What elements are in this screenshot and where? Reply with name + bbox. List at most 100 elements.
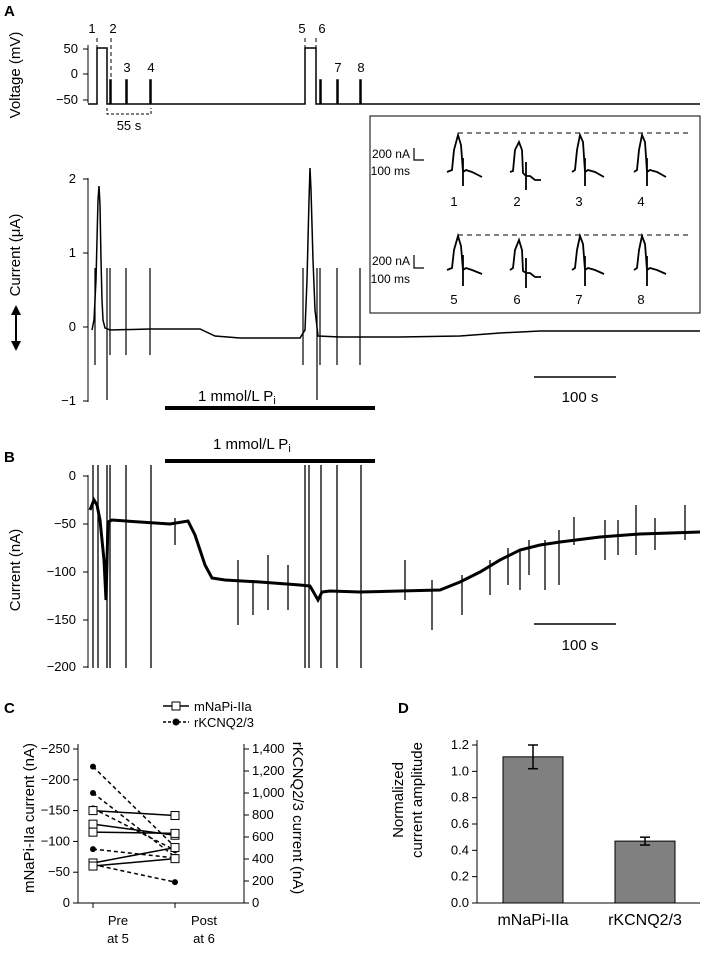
current-b-tick-neg200: −200 [47, 659, 76, 674]
mnapi-point [88, 806, 98, 816]
mnapi-pair-line [92, 831, 176, 835]
current-tick-neg1: −1 [61, 393, 76, 408]
mnapi-point [170, 828, 180, 838]
inset-scale-time-bottom: 100 ms [371, 272, 410, 286]
y-tick-label-d: 0.8 [451, 790, 469, 805]
pulse-number-8: 8 [357, 60, 364, 75]
x-label-c-2b: at 6 [193, 931, 215, 946]
left-axis-label-c: mNaPi-IIa current (nA) [21, 743, 38, 893]
y-tick-label-d: 0.4 [451, 842, 469, 857]
inset-scale-top [413, 148, 424, 161]
x-label-c-1b: at 5 [107, 931, 129, 946]
mnapi-point [170, 811, 180, 821]
legend-c: mNaPi-IIa rKCNQ2/3 [163, 699, 254, 730]
y-tick-label-d: 1.0 [451, 763, 469, 778]
rkcnq-point [172, 879, 178, 886]
current-spikes-a [94, 268, 361, 400]
panel-b-letter: B [4, 449, 15, 466]
mnapi-point [88, 819, 98, 829]
right-tick-label-c: 600 [252, 829, 274, 844]
rkcnq-pair-line [92, 792, 176, 858]
current-b-tick-neg50: −50 [54, 516, 76, 531]
mnapi-pair-line [92, 857, 176, 867]
current-tick-1: 1 [69, 245, 76, 260]
right-axis-label-c: rKCNQ2/3 current (nA) [289, 742, 306, 895]
current-tick-0: 0 [69, 319, 76, 334]
category-label-d: mNaPi-IIa [497, 912, 568, 929]
chart-c-plot: −250 −200 −150 −100 −50 0 1,400 1,200 1,000 800 60… [41, 741, 285, 910]
inset-number-3: 3 [575, 194, 582, 209]
interval-label: 55 s [117, 118, 142, 133]
inset-number-2: 2 [513, 194, 520, 209]
voltage-tick-0: 0 [71, 66, 78, 81]
current-b-tick-0: 0 [69, 468, 76, 483]
pi-bar-label-b: 1 mmol/L Pi [213, 436, 291, 455]
left-tick-label-c: −150 [41, 803, 70, 818]
inset-traces-row2 [446, 232, 667, 288]
scale-bar-label-b: 100 s [562, 637, 599, 654]
right-tick-label-c: 1,400 [252, 741, 285, 756]
mnapi-pair-line [92, 846, 176, 864]
inset-box [369, 115, 701, 314]
rkcnq-point [90, 846, 96, 853]
current-tick-2: 2 [69, 171, 76, 186]
mnapi-point [88, 861, 98, 871]
pulse-number-2: 2 [109, 21, 116, 36]
inset-number-1: 1 [450, 194, 457, 209]
voltage-tick-neg50: −50 [56, 92, 78, 107]
left-tick-label-c: −200 [41, 772, 70, 787]
y-tick-label-d: 1.2 [451, 737, 469, 752]
bar-d [614, 840, 676, 904]
inset-number-8: 8 [637, 292, 644, 307]
rkcnq-pair-line [92, 766, 176, 848]
right-tick-label-c: 400 [252, 851, 274, 866]
current-axis-label-b: Current (nA) [7, 529, 24, 612]
x-label-c-2a: Post [191, 913, 217, 928]
panel-c-letter: C [4, 700, 15, 717]
current-trace-a [91, 167, 700, 339]
panel-d-letter: D [398, 700, 409, 717]
legend-c-2: rKCNQ2/3 [194, 715, 254, 730]
left-tick-label-c: −250 [41, 741, 70, 756]
pulse-number-4: 4 [147, 60, 154, 75]
current-b-tick-neg100: −100 [47, 564, 76, 579]
right-tick-label-c: 1,000 [252, 785, 285, 800]
bar-d [502, 756, 564, 904]
current-axis-label-a: Current (μA) [7, 214, 24, 297]
x-label-c-1a: Pre [108, 913, 128, 928]
pulse-number-6: 6 [318, 21, 325, 36]
inset-scale-current-bottom: 200 nA [372, 254, 410, 268]
left-tick-label-c: 0 [63, 895, 70, 910]
rkcnq-pair-line [92, 863, 176, 883]
mnapi-point [170, 854, 180, 864]
y-tick-label-d: 0.0 [451, 895, 469, 910]
right-tick-label-c: 800 [252, 807, 274, 822]
current-spikes-b [92, 465, 686, 668]
inset-traces-row1 [446, 131, 667, 190]
right-tick-label-c: 1,200 [252, 763, 285, 778]
pi-bar-label-a: 1 mmol/L Pi [198, 388, 276, 407]
right-tick-label-c: 200 [252, 873, 274, 888]
legend-c-1: mNaPi-IIa [194, 699, 253, 714]
chart-d-plot: 1.2 1.0 0.8 0.6 0.4 0.2 0.0 mNaPi-IIa rKCNQ2/3 [451, 737, 700, 929]
voltage-trace [88, 47, 700, 105]
current-trace-b [88, 496, 701, 604]
y-axis-label-d-2: current amplitude [409, 742, 426, 858]
left-tick-label-c: −100 [41, 833, 70, 848]
voltage-tick-50: 50 [64, 41, 78, 56]
inset-number-6: 6 [513, 292, 520, 307]
category-label-d: rKCNQ2/3 [608, 912, 682, 929]
current-b-tick-neg150: −150 [47, 612, 76, 627]
pulse-number-5: 5 [298, 21, 305, 36]
pulse-number-1: 1 [88, 21, 95, 36]
interval-bracket [106, 108, 152, 115]
rkcnq-point [90, 763, 96, 770]
inset-scale-bottom [413, 255, 424, 269]
mnapi-pair-line [92, 809, 176, 817]
scale-bar-label-a: 100 s [562, 389, 599, 406]
pulse-number-7: 7 [334, 60, 341, 75]
mnapi-point [170, 843, 180, 853]
double-arrow-icon [11, 305, 21, 351]
pulse-number-3: 3 [123, 60, 130, 75]
